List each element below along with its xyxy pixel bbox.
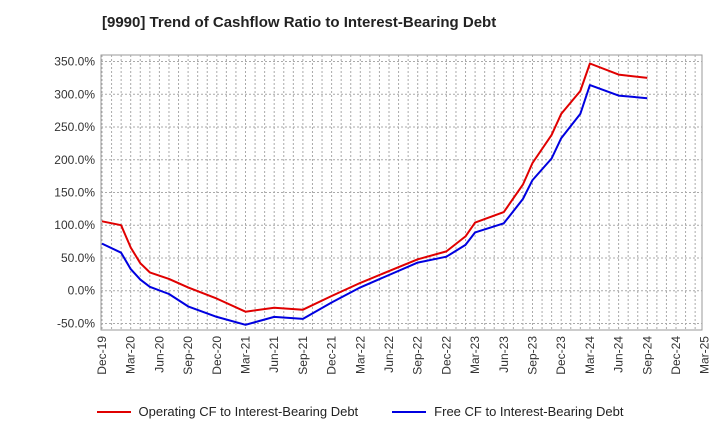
y-axis-ticks: -50.0% 0.0% 50.0% 100.0% 150.0% 200.0% 250.0% 3… (54, 55, 95, 331)
x-tick-label: Sep-22 (411, 336, 425, 375)
x-tick-label: Dec-20 (210, 336, 224, 375)
legend: Operating CF to Interest-Bearing Debt Fr… (0, 404, 720, 419)
legend-item-operating-cf: Operating CF to Interest-Bearing Debt (96, 404, 359, 419)
y-tick-label: 200.0% (54, 153, 95, 167)
legend-item-free-cf: Free CF to Interest-Bearing Debt (392, 404, 623, 419)
legend-label: Free CF to Interest-Bearing Debt (434, 404, 624, 419)
y-tick-label: 150.0% (54, 186, 95, 200)
series-line-operating-cf (101, 62, 648, 313)
y-tick-label: -50.0% (57, 316, 95, 330)
legend-swatch-blue (392, 410, 427, 413)
x-tick-label: Jun-20 (152, 336, 166, 373)
x-tick-label: Dec-23 (554, 336, 568, 375)
x-tick-label: Dec-19 (95, 336, 109, 375)
x-tick-label: Sep-20 (181, 336, 195, 375)
x-tick-label: Jun-21 (267, 336, 281, 373)
y-tick-label: 100.0% (54, 218, 95, 232)
legend-swatch-red (96, 410, 131, 413)
grid-lines (101, 55, 702, 330)
x-tick-label: Mar-22 (353, 336, 367, 374)
legend-label: Operating CF to Interest-Bearing Debt (138, 404, 359, 419)
x-tick-label: Dec-24 (669, 336, 683, 375)
chart-title: [9990] Trend of Cashflow Ratio to Intere… (102, 14, 497, 31)
x-tick-label: Mar-20 (124, 336, 138, 374)
y-tick-label: 50.0% (61, 251, 95, 265)
x-tick-label: Jun-23 (497, 336, 511, 373)
x-tick-label: Dec-22 (439, 336, 453, 375)
x-tick-label: Mar-25 (698, 336, 712, 374)
series-lines (101, 62, 648, 326)
y-tick-label: 0.0% (68, 284, 96, 298)
x-tick-label: Mar-21 (239, 336, 253, 374)
x-axis-ticks: Dec-19 Mar-20 Jun-20 Sep-20 Dec-20 Mar-21 Jun-… (95, 336, 712, 375)
y-tick-label: 350.0% (54, 55, 95, 69)
x-tick-label: Jun-24 (612, 336, 626, 373)
x-tick-label: Mar-23 (468, 336, 482, 374)
x-tick-label: Sep-23 (526, 336, 540, 375)
x-tick-label: Sep-24 (640, 336, 654, 375)
y-tick-label: 250.0% (54, 120, 95, 134)
series-line-free-cf (101, 84, 648, 326)
y-tick-label: 300.0% (54, 87, 95, 101)
x-tick-label: Jun-22 (382, 336, 396, 373)
x-tick-label: Dec-21 (325, 336, 339, 375)
x-tick-label: Sep-21 (296, 336, 310, 375)
x-tick-label: Mar-24 (583, 336, 597, 374)
